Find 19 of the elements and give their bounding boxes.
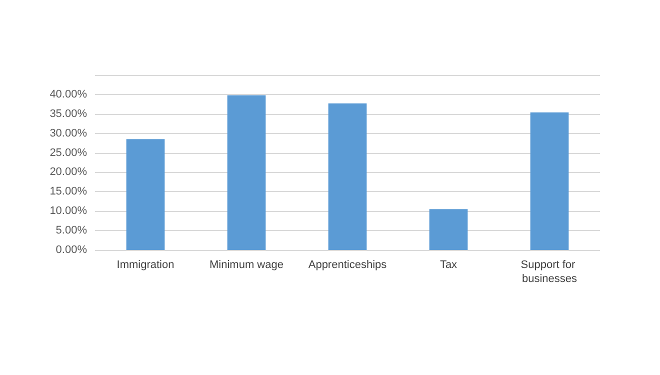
x-tick-label: Apprenticeships [308, 259, 388, 271]
y-tick-label: 25.00% [50, 146, 88, 159]
bar [530, 112, 569, 250]
bar [328, 103, 367, 250]
y-tick-label: 0.00% [56, 244, 88, 256]
x-tick-label: Support for businesses [520, 259, 578, 285]
y-tick-label: 20.00% [50, 166, 88, 178]
y-tick-label: 5.00% [56, 224, 88, 237]
y-tick-label: 30.00% [50, 127, 88, 140]
y-tick-label: 35.00% [50, 108, 88, 120]
y-tick-label: 10.00% [50, 205, 88, 218]
x-tick-label: Tax [440, 259, 458, 271]
y-tick-label: 15.00% [50, 186, 88, 198]
bar [227, 95, 266, 250]
x-tick-label: Immigration [116, 259, 174, 271]
bar [126, 139, 165, 250]
x-tick-label: Minimum wage [210, 259, 284, 271]
y-tick-label: 40.00% [50, 88, 88, 100]
bar [429, 209, 468, 250]
